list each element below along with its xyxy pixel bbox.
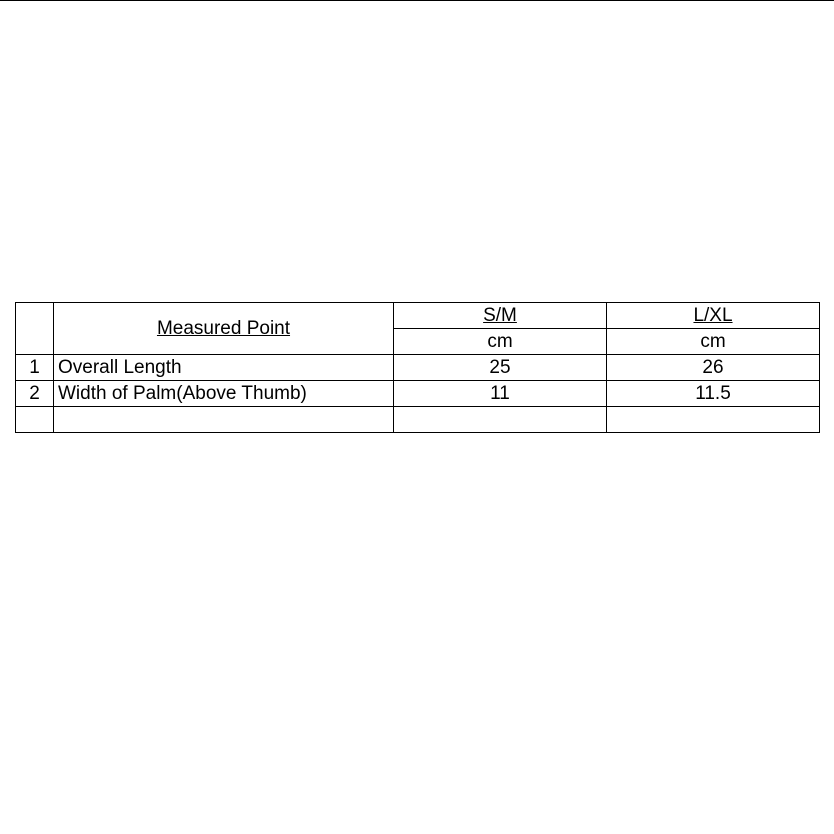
header-size-1: S/M bbox=[394, 303, 607, 329]
row-val1 bbox=[394, 407, 607, 433]
measurement-table: Measured Point S/M L/XL cm cm 1 Overall … bbox=[15, 302, 820, 433]
row-val2: 26 bbox=[607, 355, 820, 381]
row-label bbox=[54, 407, 394, 433]
table-row: 2 Width of Palm(Above Thumb) 11 11.5 bbox=[16, 381, 820, 407]
row-num: 1 bbox=[16, 355, 54, 381]
row-label: Width of Palm(Above Thumb) bbox=[54, 381, 394, 407]
header-unit-2: cm bbox=[607, 329, 820, 355]
row-num bbox=[16, 407, 54, 433]
header-num-cell bbox=[16, 303, 54, 355]
row-num: 2 bbox=[16, 381, 54, 407]
row-val2: 11.5 bbox=[607, 381, 820, 407]
table-header-row-1: Measured Point S/M L/XL bbox=[16, 303, 820, 329]
header-measured-point: Measured Point bbox=[54, 303, 394, 355]
row-val1: 25 bbox=[394, 355, 607, 381]
row-label: Overall Length bbox=[54, 355, 394, 381]
table-row bbox=[16, 407, 820, 433]
row-val1: 11 bbox=[394, 381, 607, 407]
header-unit-1: cm bbox=[394, 329, 607, 355]
measurement-table-container: Measured Point S/M L/XL cm cm 1 Overall … bbox=[15, 302, 819, 433]
header-size-2: L/XL bbox=[607, 303, 820, 329]
row-val2 bbox=[607, 407, 820, 433]
table-row: 1 Overall Length 25 26 bbox=[16, 355, 820, 381]
